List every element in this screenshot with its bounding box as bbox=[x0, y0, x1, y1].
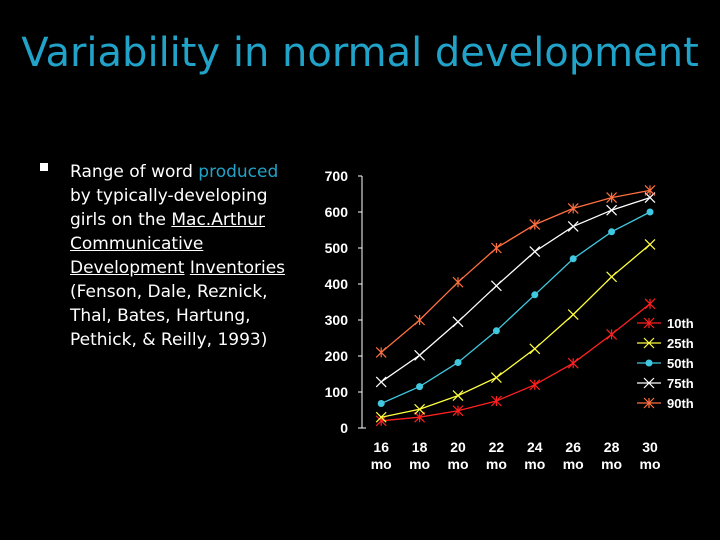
data-point-10th bbox=[414, 411, 426, 423]
legend-marker-10th bbox=[643, 317, 655, 329]
data-point-25th bbox=[490, 372, 502, 384]
y-tick-label: 600 bbox=[325, 204, 349, 220]
reference-link-1[interactable]: Mac.Arthur bbox=[171, 210, 266, 230]
data-point-75th bbox=[490, 280, 502, 292]
legend-marker-50th bbox=[645, 359, 653, 367]
slide-title: Variability in normal development bbox=[21, 30, 699, 76]
x-tick-label: 18 bbox=[412, 439, 428, 455]
legend-marker-90th bbox=[643, 397, 655, 409]
reference-link-3[interactable]: Development bbox=[70, 258, 185, 278]
x-tick-label: 24 bbox=[527, 439, 543, 455]
bullet-pre: Range of word bbox=[70, 162, 193, 182]
x-tick-unit: mo bbox=[409, 456, 430, 472]
x-tick-unit: mo bbox=[448, 456, 469, 472]
data-point-50th bbox=[377, 400, 385, 408]
data-point-75th bbox=[567, 220, 579, 232]
bullet-text: Range of word produced by typically-deve… bbox=[70, 160, 300, 352]
bullet-post: (Fenson, Dale, Reznick, Thal, Bates, Har… bbox=[70, 282, 268, 350]
legend-marker-75th bbox=[643, 377, 655, 389]
x-tick-unit: mo bbox=[524, 456, 545, 472]
y-tick-label: 700 bbox=[325, 168, 349, 184]
y-tick-label: 200 bbox=[325, 348, 349, 364]
data-point-50th bbox=[492, 327, 500, 335]
chart-axes: 700600500400300200100016mo18mo20mo22mo24… bbox=[325, 168, 661, 472]
x-tick-label: 16 bbox=[373, 439, 389, 455]
x-tick-unit: mo bbox=[640, 456, 661, 472]
data-point-10th bbox=[452, 405, 464, 417]
data-point-75th bbox=[375, 376, 387, 388]
legend-label: 90th bbox=[667, 396, 694, 411]
legend-label: 25th bbox=[667, 336, 694, 351]
x-tick-label: 22 bbox=[489, 439, 505, 455]
y-tick-label: 300 bbox=[325, 312, 349, 328]
data-point-90th bbox=[490, 242, 502, 254]
data-point-25th bbox=[644, 238, 656, 250]
y-tick-label: 400 bbox=[325, 276, 349, 292]
data-point-75th bbox=[414, 349, 426, 361]
bullet-mid: by typically-developing girls on the bbox=[70, 186, 268, 230]
legend-label: 75th bbox=[667, 376, 694, 391]
series-line-90th bbox=[380, 189, 651, 353]
data-point-90th bbox=[567, 202, 579, 214]
data-point-10th bbox=[529, 379, 541, 391]
data-point-25th bbox=[529, 343, 541, 355]
chart-legend: 10th 25th 50th 75th 90th bbox=[637, 316, 694, 411]
data-point-90th bbox=[375, 346, 387, 358]
data-point-25th bbox=[375, 411, 387, 423]
data-point-50th bbox=[608, 228, 616, 236]
x-tick-unit: mo bbox=[563, 456, 584, 472]
data-point-25th bbox=[452, 390, 464, 402]
x-tick-unit: mo bbox=[601, 456, 622, 472]
data-point-50th bbox=[569, 255, 577, 263]
data-point-50th bbox=[531, 291, 539, 299]
data-point-25th bbox=[567, 309, 579, 321]
series-line-10th bbox=[381, 303, 651, 422]
data-point-50th bbox=[454, 358, 462, 366]
x-tick-label: 28 bbox=[604, 439, 620, 455]
series-line-50th bbox=[380, 211, 651, 405]
data-point-75th bbox=[452, 316, 464, 328]
data-point-90th bbox=[529, 219, 541, 231]
data-point-10th bbox=[644, 298, 656, 310]
data-point-90th bbox=[414, 314, 426, 326]
data-point-75th bbox=[606, 204, 618, 216]
series-line-75th bbox=[380, 196, 651, 383]
legend-label: 50th bbox=[667, 356, 694, 371]
data-point-10th bbox=[490, 395, 502, 407]
x-tick-label: 30 bbox=[642, 439, 658, 455]
series-line-25th bbox=[381, 243, 651, 418]
line-chart: 700600500400300200100016mo18mo20mo22mo24… bbox=[325, 168, 694, 472]
data-point-50th bbox=[416, 383, 424, 391]
y-tick-label: 0 bbox=[340, 420, 348, 436]
data-point-25th bbox=[414, 403, 426, 415]
series-lines bbox=[375, 184, 656, 427]
data-point-10th bbox=[606, 328, 618, 340]
y-tick-label: 500 bbox=[325, 240, 349, 256]
legend-label: 10th bbox=[667, 316, 694, 331]
x-tick-unit: mo bbox=[371, 456, 392, 472]
x-tick-label: 26 bbox=[565, 439, 581, 455]
data-point-10th bbox=[567, 357, 579, 369]
y-tick-label: 100 bbox=[325, 384, 349, 400]
bullet-highlight: produced bbox=[198, 162, 279, 182]
data-point-90th bbox=[644, 184, 656, 196]
reference-link-4[interactable]: Inventories bbox=[189, 258, 286, 278]
data-point-75th bbox=[529, 246, 541, 258]
data-point-90th bbox=[452, 276, 464, 288]
legend-marker-25th bbox=[643, 337, 655, 349]
data-point-90th bbox=[606, 192, 618, 204]
data-point-50th bbox=[646, 208, 654, 216]
reference-link-2[interactable]: Communicative bbox=[70, 234, 204, 254]
bullet-square-icon bbox=[40, 163, 48, 171]
data-point-25th bbox=[606, 271, 618, 283]
x-tick-label: 20 bbox=[450, 439, 466, 455]
x-tick-unit: mo bbox=[486, 456, 507, 472]
